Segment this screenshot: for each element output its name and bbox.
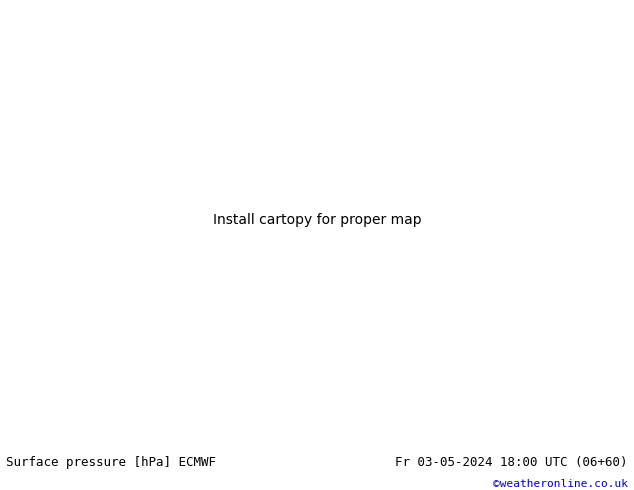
Text: Surface pressure [hPa] ECMWF: Surface pressure [hPa] ECMWF (6, 456, 216, 469)
Text: Install cartopy for proper map: Install cartopy for proper map (212, 213, 422, 227)
Text: ©weatheronline.co.uk: ©weatheronline.co.uk (493, 479, 628, 489)
Text: Fr 03-05-2024 18:00 UTC (06+60): Fr 03-05-2024 18:00 UTC (06+60) (395, 456, 628, 469)
